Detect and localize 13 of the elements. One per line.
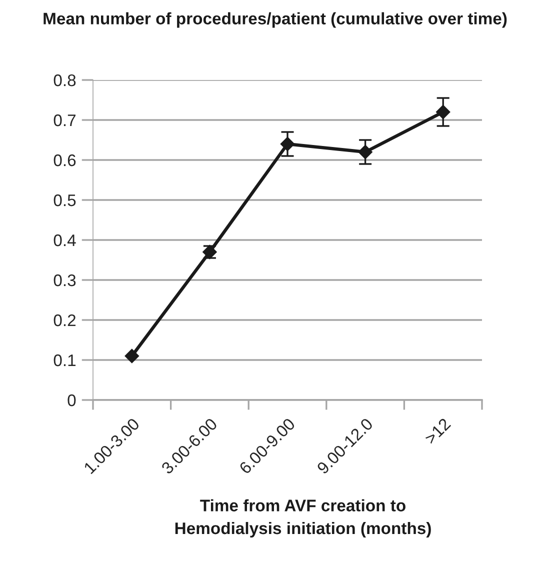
point [124,348,139,364]
y-tick-label: 0.3 [54,274,76,286]
y-tick-label: 0.7 [54,114,76,126]
y-tick-label: 0.8 [54,74,76,86]
y-tick-label: 0.4 [54,234,76,246]
y-tick-label: 0.2 [54,314,76,326]
y-tick-label: 0.1 [54,354,76,366]
x-axis-title: Time from AVF creation to Hemodialysis initiation (months) [175,499,431,538]
y-tick-label: 0.6 [54,154,76,166]
chart-title: Mean number of procedures/patient (cumulative over time) [44,12,507,28]
y-tick-label: 0.5 [54,194,76,206]
x-tick-label: >12 [424,418,452,445]
y-tick-label: 0 [68,394,76,406]
